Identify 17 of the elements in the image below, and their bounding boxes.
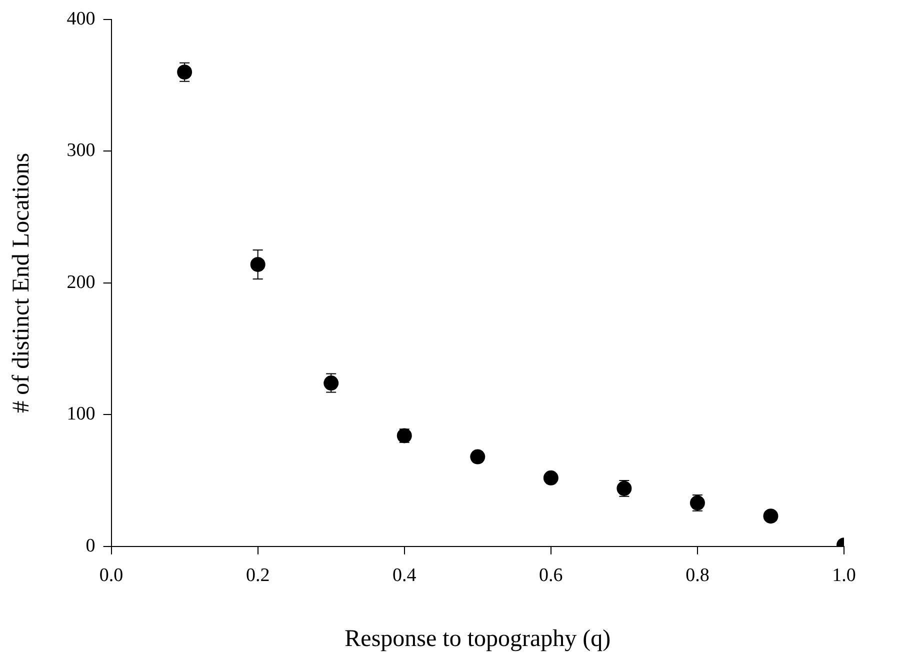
x-tick-label: 0.6	[539, 564, 563, 586]
x-tick-label: 1.0	[832, 564, 856, 586]
y-tick-label: 400	[66, 8, 96, 30]
point	[763, 508, 778, 524]
y-tick-label: 0	[86, 535, 96, 556]
point	[250, 256, 266, 272]
x-axis-title: Response to topography (q)	[344, 626, 611, 652]
y-tick-label: 200	[66, 272, 96, 293]
x-tick-label: 0.0	[99, 564, 124, 586]
x-tick-label: 0.2	[246, 564, 270, 586]
x-tick-label: 0.4	[392, 564, 417, 586]
point	[324, 376, 339, 391]
point	[543, 470, 558, 486]
y-axis-title: # of distinct End Locations	[8, 152, 35, 413]
x-tick-label: 0.8	[686, 564, 710, 586]
y-tick-label: 100	[66, 404, 96, 425]
y-tick-label: 300	[66, 140, 96, 162]
